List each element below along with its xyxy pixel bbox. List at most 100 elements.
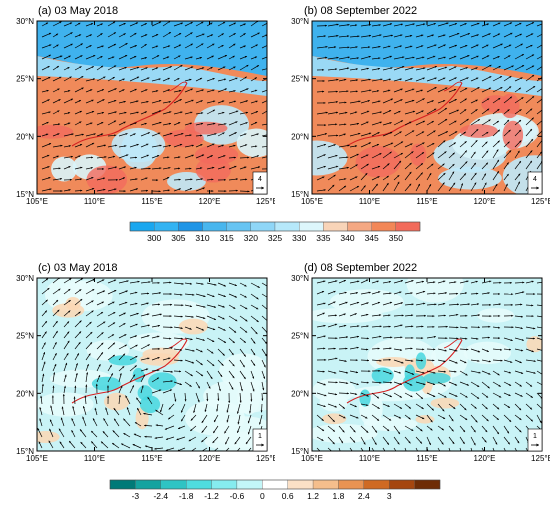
- colorbar-swatch: [160, 479, 187, 490]
- panel-c-title: (c) 03 May 2018: [38, 262, 118, 274]
- colorbar-swatch: [178, 221, 203, 232]
- colorbar-swatch: [312, 479, 339, 490]
- colorbar-label: 310: [195, 233, 209, 243]
- colorbar-label: 1.8: [333, 491, 345, 501]
- colorbar-label: 320: [244, 233, 258, 243]
- colorbar-swatch: [135, 479, 161, 490]
- coastline: [346, 82, 463, 147]
- colorbar-swatch: [202, 221, 227, 232]
- colorbar-swatch: [287, 479, 314, 490]
- y-tick-label: 20°N: [291, 132, 309, 141]
- x-tick-label: 125°E: [531, 197, 550, 206]
- colorbar-label: -1.2: [204, 491, 219, 501]
- colorbar-swatch: [186, 479, 212, 490]
- ref-vector-label: 1: [258, 433, 262, 440]
- colorbar-label: -3: [132, 491, 140, 501]
- colorbar-label: 1.2: [307, 491, 319, 501]
- ref-vector-label: 4: [533, 176, 537, 183]
- x-tick-label: 120°E: [199, 197, 221, 206]
- y-tick-label: 20°N: [16, 389, 34, 398]
- colorbar-label: 335: [316, 233, 330, 243]
- x-tick-label: 115°E: [141, 197, 162, 206]
- colorbar-swatch: [274, 221, 300, 232]
- colorbar-swatch: [395, 221, 421, 232]
- cold-region: [312, 21, 542, 76]
- y-tick-label: 25°N: [291, 75, 309, 84]
- colorbar-swatch: [129, 221, 155, 232]
- x-tick-label: 120°E: [474, 454, 496, 463]
- colorbar-swatch: [389, 479, 415, 490]
- colorbar-label: 300: [147, 233, 161, 243]
- x-tick-label: 125°E: [256, 454, 275, 463]
- x-tick-label: 115°E: [416, 454, 437, 463]
- y-tick-label: 15°N: [291, 447, 309, 456]
- colorbar-swatch: [250, 221, 276, 232]
- coastline: [71, 82, 188, 147]
- ref-vector-box: [527, 428, 543, 452]
- colorbar-swatch: [299, 221, 324, 232]
- colorbar-label: 330: [292, 233, 306, 243]
- colorbar-top: 300 305 310 315 320 325 330 335 340 345 350: [129, 221, 421, 243]
- colorbar-label: 315: [220, 233, 234, 243]
- x-tick-label: 125°E: [256, 197, 275, 206]
- map-panel-d: 105°E 110°E 115°E 120°E 125°E 30°N 25°N 20°N 15°…: [291, 274, 550, 463]
- y-tick-label: 15°N: [16, 190, 34, 199]
- y-tick-label: 25°N: [291, 332, 309, 341]
- colorbar-label: 305: [171, 233, 185, 243]
- x-tick-label: 110°E: [359, 197, 380, 206]
- cool-band: [37, 56, 267, 96]
- ref-vector-label: 4: [258, 176, 262, 183]
- y-tick-label: 25°N: [16, 332, 34, 341]
- x-tick-label: 105°E: [301, 197, 323, 206]
- x-tick-label: 115°E: [416, 197, 437, 206]
- colorbar-label: -2.4: [153, 491, 168, 501]
- colorbar-label: -1.8: [179, 491, 194, 501]
- y-tick-label: 25°N: [16, 75, 34, 84]
- colorbar-label: 3: [387, 491, 392, 501]
- ref-vector-label: 1: [533, 433, 537, 440]
- colorbar-swatch: [236, 479, 263, 490]
- x-tick-label: 105°E: [26, 197, 48, 206]
- cool-band: [312, 56, 542, 96]
- colorbar-swatch: [154, 221, 179, 232]
- colorbar-swatch: [323, 221, 348, 232]
- y-tick-label: 30°N: [291, 17, 309, 26]
- colorbar-label: -0.6: [230, 491, 245, 501]
- ref-vector-box: [527, 171, 543, 195]
- colorbar-swatch: [211, 479, 238, 490]
- colorbar-swatch: [109, 479, 136, 490]
- map-panel-b: 105°E 110°E 115°E 120°E 125°E 30°N 25°N 20°N 15°…: [291, 17, 550, 206]
- colorbar-label: 2.4: [358, 491, 370, 501]
- colorbar-swatch: [262, 479, 288, 490]
- panel-a-title: (a) 03 May 2018: [38, 5, 119, 17]
- x-tick-label: 115°E: [141, 454, 162, 463]
- cold-region: [37, 21, 267, 76]
- ref-vector-box: [252, 171, 268, 195]
- x-tick-label: 110°E: [84, 454, 105, 463]
- colorbar-swatch: [338, 479, 364, 490]
- y-tick-label: 30°N: [16, 274, 34, 283]
- colorbar-swatch: [347, 221, 372, 232]
- colorbar-swatch: [363, 479, 390, 490]
- coastline: [346, 339, 463, 404]
- y-tick-label: 15°N: [16, 447, 34, 456]
- colorbar-label: 345: [365, 233, 379, 243]
- y-tick-label: 20°N: [291, 389, 309, 398]
- x-tick-label: 120°E: [199, 454, 221, 463]
- colorbar-swatch: [414, 479, 441, 490]
- colorbar-swatch: [371, 221, 396, 232]
- map-panel-c: 105°E 110°E 115°E 120°E 125°E 30°N 25°N 20°N 15°…: [16, 274, 275, 463]
- ref-vector-box: [252, 428, 268, 452]
- y-tick-label: 20°N: [16, 132, 34, 141]
- panel-d-title: (d) 08 September 2022: [304, 262, 418, 274]
- x-tick-label: 105°E: [301, 454, 323, 463]
- y-tick-label: 15°N: [291, 190, 309, 199]
- colorbar-label: 340: [340, 233, 354, 243]
- x-tick-label: 105°E: [26, 454, 48, 463]
- y-tick-label: 30°N: [16, 17, 34, 26]
- x-tick-label: 110°E: [84, 197, 105, 206]
- colorbar-label: 325: [268, 233, 282, 243]
- map-panel-a: 105°E 110°E 115°E 120°E 125°E 30°N 25°N 20°N 15°…: [16, 17, 275, 206]
- colorbar-bottom: -3 -2.4 -1.8 -1.2 -0.6 0 0.6 1.2 1.8 2.4 3: [109, 479, 441, 501]
- colorbar-label: 350: [389, 233, 403, 243]
